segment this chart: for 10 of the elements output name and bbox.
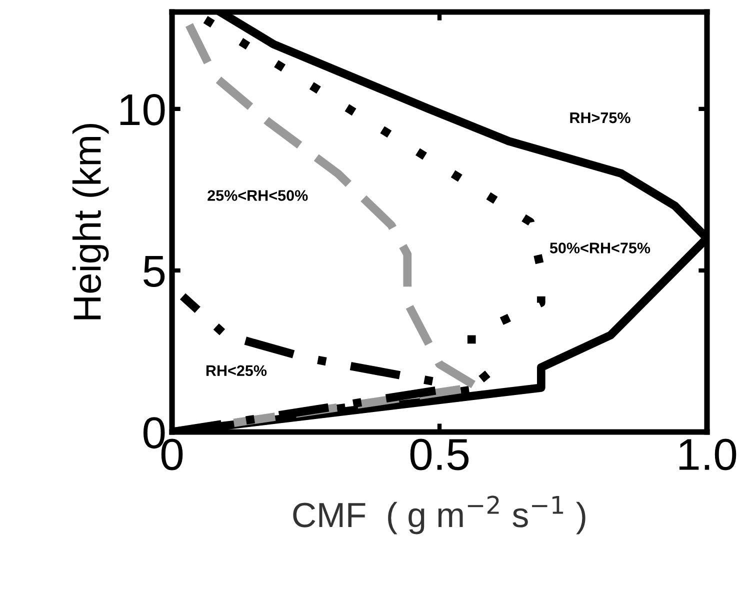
text: RH>75% (570, 112, 630, 124)
y-tick-label: 5 (144, 256, 165, 288)
x-tick-label: 0.5 (410, 438, 469, 470)
text: 25%<RH<50% (208, 190, 308, 201)
series-label: RH<25% (206, 365, 267, 376)
y-axis-title: Height (km) (72, 124, 109, 320)
series-label: 50%<RH<75% (550, 242, 650, 254)
x-axis-title: CMF ( g m$^{−2}$ s$^{−1}$ ) (293, 496, 586, 534)
y-tick-label: 10 (120, 94, 165, 126)
x-tick-label: 1.0 (679, 438, 736, 470)
